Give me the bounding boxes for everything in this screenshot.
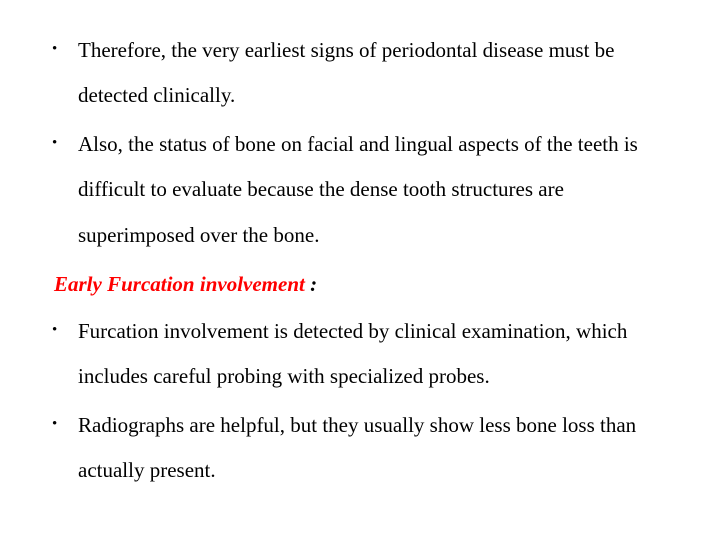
bullet-text: Therefore, the very earliest signs of pe… xyxy=(78,38,614,107)
slide: Therefore, the very earliest signs of pe… xyxy=(0,0,720,540)
list-item: Therefore, the very earliest signs of pe… xyxy=(44,28,676,118)
heading-black-text: : xyxy=(305,272,317,296)
bullet-text: Furcation involvement is detected by cli… xyxy=(78,319,627,388)
bullet-text: Also, the status of bone on facial and l… xyxy=(78,132,638,246)
section-heading: Early Furcation involvement : xyxy=(54,262,676,307)
list-item: Radiographs are helpful, but they usuall… xyxy=(44,403,676,493)
bullet-list-bottom: Furcation involvement is detected by cli… xyxy=(44,309,676,494)
heading-red-text: Early Furcation involvement xyxy=(54,272,305,296)
list-item: Furcation involvement is detected by cli… xyxy=(44,309,676,399)
list-item: Also, the status of bone on facial and l… xyxy=(44,122,676,257)
bullet-text: Radiographs are helpful, but they usuall… xyxy=(78,413,636,482)
bullet-list-top: Therefore, the very earliest signs of pe… xyxy=(44,28,676,258)
